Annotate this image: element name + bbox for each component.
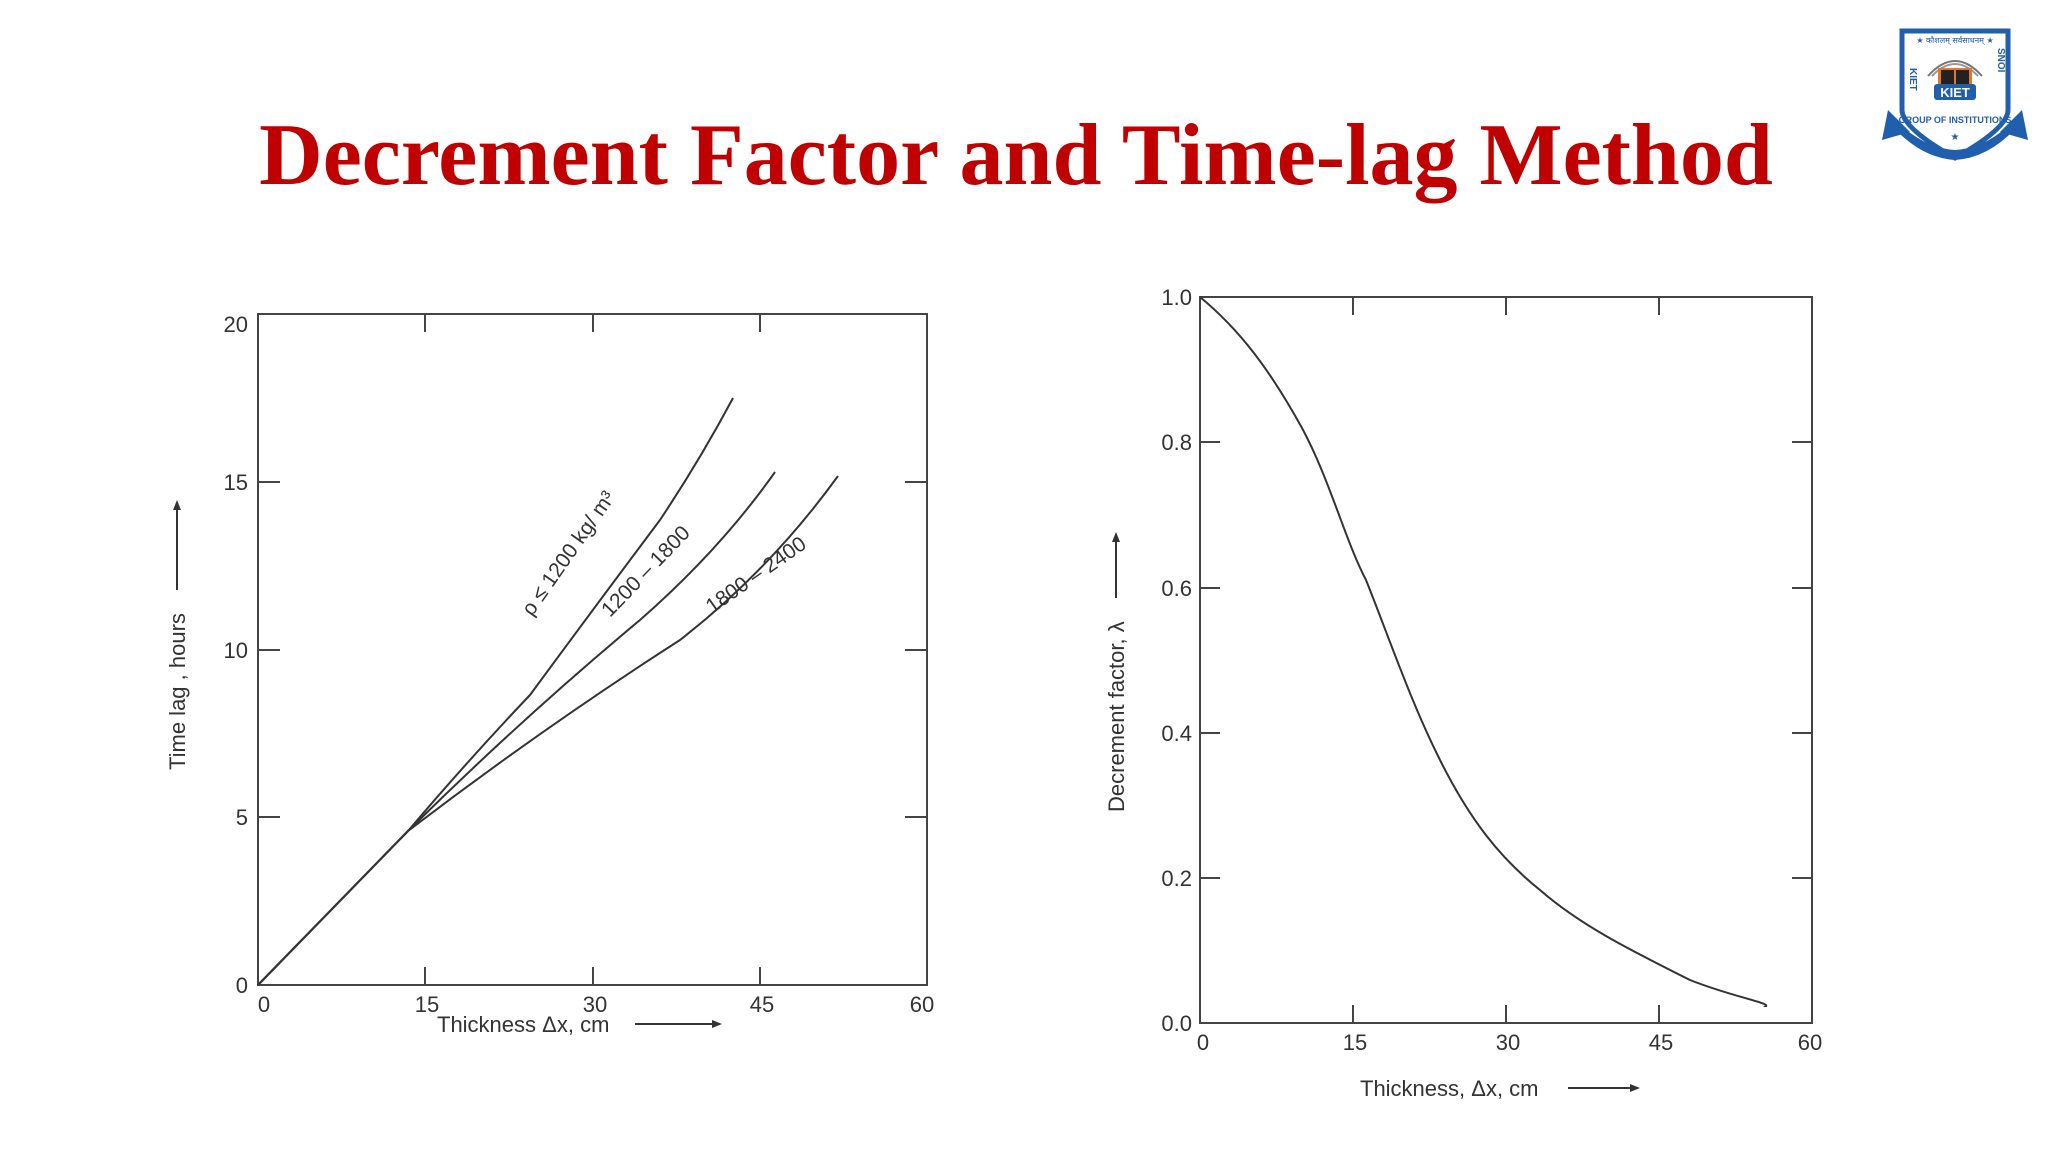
right-y-tick-labels: 0.0 0.2 0.4 0.6 0.8 1.0	[1161, 285, 1192, 1036]
left-x-axis-label: Thickness Δx, cm	[437, 1012, 722, 1037]
curve-label-le-1200: ρ ≤ 1200 kg/ m³	[517, 487, 620, 620]
svg-text:SNOI: SNOI	[1995, 48, 2006, 73]
svg-text:0: 0	[1197, 1030, 1209, 1055]
svg-text:KIET: KIET	[1940, 85, 1970, 100]
right-x-axis-label: Thickness, Δx, cm	[1360, 1076, 1640, 1101]
svg-text:0.8: 0.8	[1161, 430, 1192, 455]
left-y-tick-labels: 0 5 10 15 20	[224, 312, 248, 998]
svg-text:KIET: KIET	[1907, 68, 1918, 91]
curve-density-le-1200	[257, 397, 734, 986]
svg-text:60: 60	[910, 992, 934, 1017]
svg-text:0.2: 0.2	[1161, 866, 1192, 891]
slide-title: Decrement Factor and Time-lag Method	[0, 112, 2048, 200]
svg-text:★ कौशलम् सर्वसाधनम् ★: ★ कौशलम् सर्वसाधनम् ★	[1916, 35, 1993, 46]
right-y-axis-label: Decrement factor, λ	[1104, 532, 1129, 812]
svg-text:20: 20	[224, 312, 248, 337]
svg-text:Thickness, Δx, cm: Thickness, Δx, cm	[1360, 1076, 1539, 1101]
svg-text:0: 0	[236, 973, 248, 998]
time-lag-plot-frame	[257, 313, 928, 986]
curve-density-1800-2400	[257, 475, 839, 986]
curve-label-1200-1800: 1200 – 1800	[597, 521, 695, 621]
curve-density-1200-1800	[257, 471, 776, 986]
svg-text:15: 15	[224, 470, 248, 495]
svg-text:0: 0	[258, 992, 270, 1017]
svg-text:1.0: 1.0	[1161, 285, 1192, 310]
svg-text:15: 15	[415, 992, 439, 1017]
svg-text:30: 30	[583, 992, 607, 1017]
decrement-plot-frame	[1199, 296, 1813, 1024]
svg-text:★: ★	[1951, 132, 1960, 143]
decrement-curve	[1199, 296, 1768, 1007]
svg-text:Thickness Δx, cm: Thickness Δx, cm	[437, 1012, 609, 1037]
svg-text:Decrement factor, λ: Decrement factor, λ	[1104, 621, 1129, 812]
right-x-tick-labels: 0 15 30 45 60	[1197, 1030, 1822, 1055]
svg-text:Time lag , hours: Time lag , hours	[165, 613, 190, 770]
time-lag-curves	[257, 397, 839, 986]
svg-text:5: 5	[236, 805, 248, 830]
left-x-tick-labels: 0 15 30 45 60	[258, 992, 934, 1017]
curve-label-1800-2400: 1800 – 2400	[702, 532, 811, 618]
slide-title-text: Decrement Factor and Time-lag Method	[259, 107, 1773, 204]
svg-text:45: 45	[750, 992, 774, 1017]
svg-text:45: 45	[1649, 1030, 1673, 1055]
svg-text:15: 15	[1343, 1030, 1367, 1055]
svg-text:60: 60	[1798, 1030, 1822, 1055]
svg-text:30: 30	[1496, 1030, 1520, 1055]
kiet-logo-icon: ★ कौशलम् सर्वसाधनम् ★ KIET KIET SNOI GRO…	[1882, 28, 2028, 161]
left-y-axis-label: Time lag , hours	[165, 500, 190, 770]
svg-text:0.6: 0.6	[1161, 576, 1192, 601]
svg-text:GROUP OF INSTITUTIONS: GROUP OF INSTITUTIONS	[1899, 115, 2012, 125]
svg-text:0.0: 0.0	[1161, 1011, 1192, 1036]
svg-text:0.4: 0.4	[1161, 721, 1192, 746]
svg-text:10: 10	[224, 638, 248, 663]
